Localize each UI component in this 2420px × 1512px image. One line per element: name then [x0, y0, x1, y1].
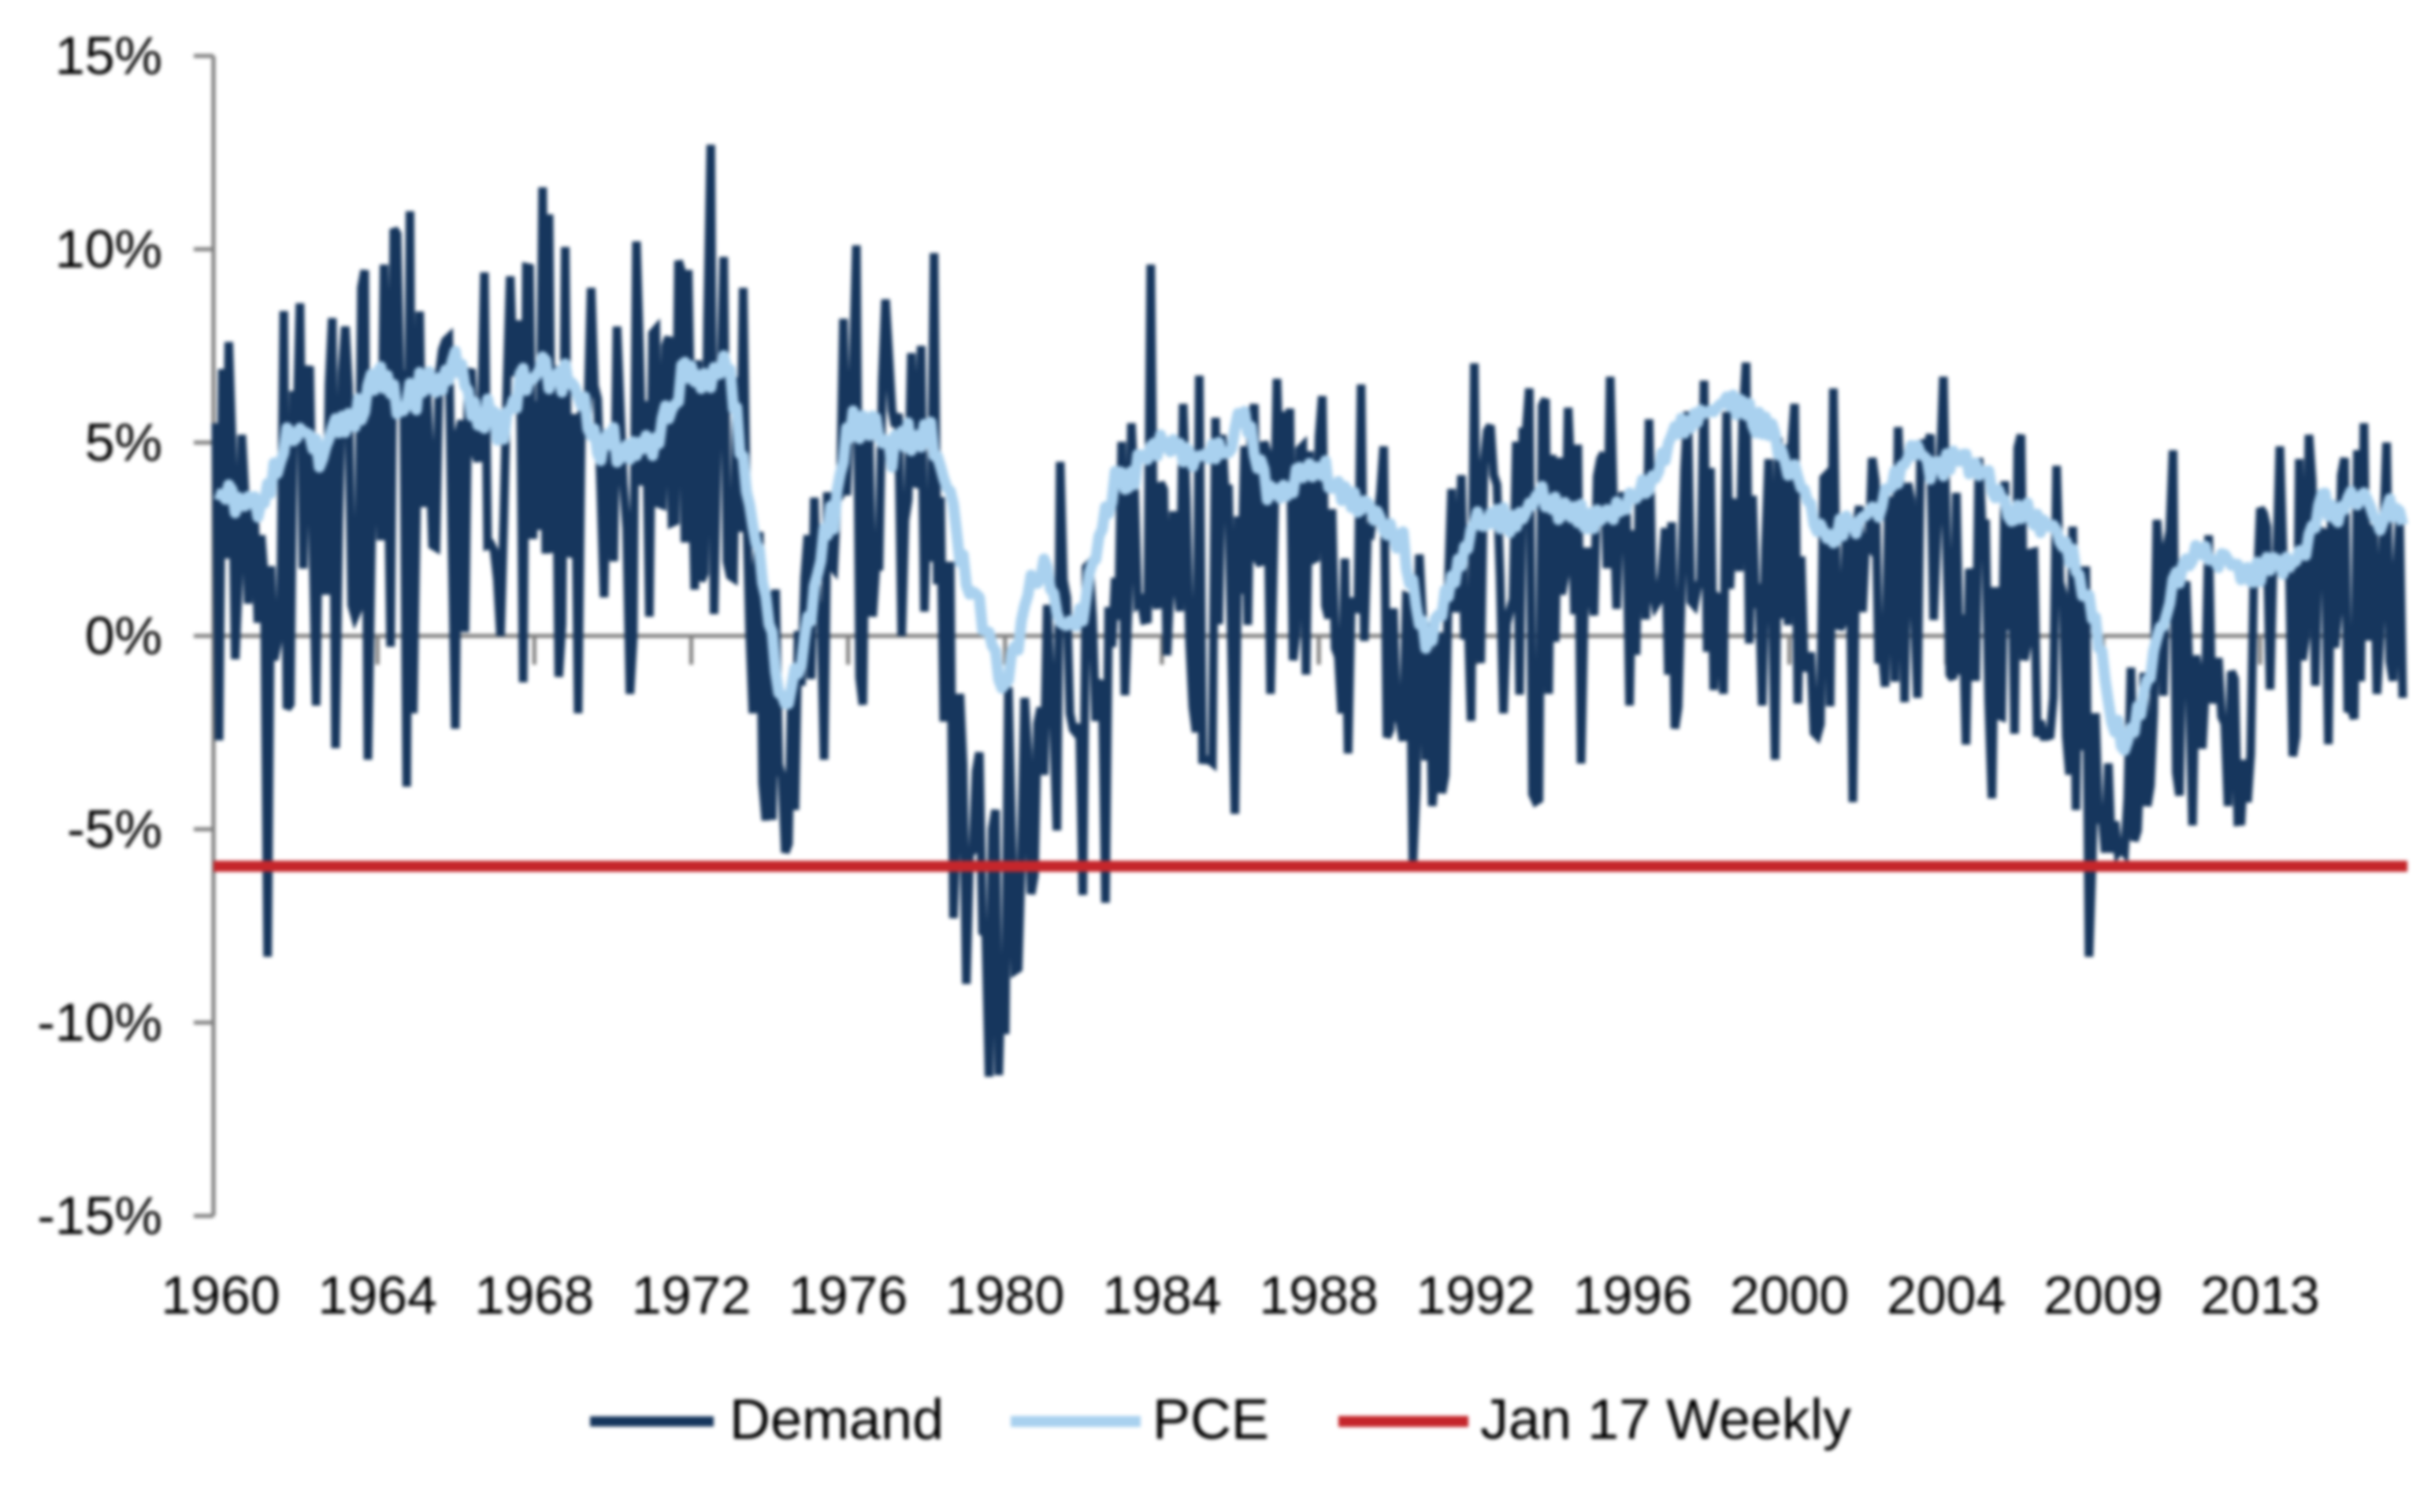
svg-text:5%: 5% — [85, 413, 162, 472]
svg-text:-5%: -5% — [67, 799, 162, 859]
svg-text:1984: 1984 — [1102, 1266, 1221, 1325]
svg-text:10%: 10% — [55, 220, 162, 280]
svg-text:15%: 15% — [55, 26, 162, 86]
svg-text:1960: 1960 — [161, 1266, 280, 1325]
svg-text:1964: 1964 — [318, 1266, 437, 1325]
svg-text:1972: 1972 — [632, 1266, 751, 1325]
svg-text:1968: 1968 — [475, 1266, 594, 1325]
svg-text:1996: 1996 — [1573, 1266, 1692, 1325]
svg-text:1992: 1992 — [1416, 1266, 1535, 1325]
svg-text:-10%: -10% — [37, 993, 162, 1053]
svg-text:1976: 1976 — [789, 1266, 908, 1325]
svg-text:2009: 2009 — [2043, 1266, 2162, 1325]
svg-text:PCE: PCE — [1152, 1388, 1269, 1451]
svg-text:Demand: Demand — [729, 1388, 944, 1451]
svg-text:2000: 2000 — [1730, 1266, 1849, 1325]
svg-text:Jan 17 Weekly: Jan 17 Weekly — [1480, 1388, 1851, 1451]
svg-text:-15%: -15% — [37, 1186, 162, 1246]
svg-text:1988: 1988 — [1259, 1266, 1378, 1325]
svg-text:2004: 2004 — [1887, 1266, 2006, 1325]
svg-text:2013: 2013 — [2200, 1266, 2319, 1325]
svg-text:0%: 0% — [85, 606, 162, 666]
svg-text:1980: 1980 — [945, 1266, 1064, 1325]
